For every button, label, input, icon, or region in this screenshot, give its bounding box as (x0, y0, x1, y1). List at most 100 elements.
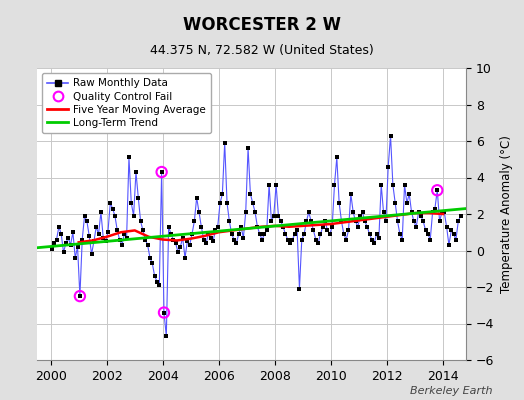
Point (349, 209, 357, 215)
Point (358, 209, 367, 215)
Point (97, 209, 105, 215)
Point (69, 229, 77, 236)
Point (373, 231, 381, 237)
Point (363, 224, 372, 230)
Point (242, 209, 250, 215)
Point (286, 240, 294, 246)
Point (263, 227, 271, 234)
Point (402, 200, 411, 206)
Point (153, 278, 161, 285)
Point (251, 209, 259, 215)
Point (232, 240, 241, 246)
Point (73, 244, 82, 250)
Point (410, 218, 418, 224)
Point (165, 224, 173, 230)
Point (106, 200, 114, 206)
Point (272, 182, 280, 188)
Point (302, 218, 311, 224)
Point (452, 236, 460, 243)
Point (174, 249, 182, 256)
Point (431, 205, 439, 212)
Point (139, 227, 147, 234)
Point (304, 209, 313, 215)
Point (221, 140, 229, 146)
Point (319, 224, 327, 230)
Point (330, 182, 339, 188)
Point (195, 209, 203, 215)
Point (80, 213, 89, 219)
Point (57, 231, 66, 237)
Point (160, 309, 168, 316)
Point (108, 205, 117, 212)
Point (50, 240, 58, 246)
Point (445, 242, 453, 248)
Point (52, 236, 61, 243)
Point (127, 200, 136, 206)
Point (450, 231, 458, 237)
Point (248, 200, 257, 206)
Point (206, 234, 215, 241)
Point (202, 240, 210, 246)
Point (421, 227, 430, 234)
Point (204, 231, 213, 237)
Point (394, 218, 402, 224)
Point (200, 236, 208, 243)
Point (407, 209, 416, 215)
Point (62, 240, 70, 246)
Point (309, 227, 318, 234)
Point (419, 218, 428, 224)
Point (386, 132, 395, 139)
Point (176, 244, 184, 250)
Point (244, 145, 252, 152)
Point (227, 231, 236, 237)
Point (225, 218, 234, 224)
Point (347, 191, 355, 197)
Point (438, 209, 446, 215)
Point (456, 213, 465, 219)
Point (230, 236, 238, 243)
Point (442, 224, 451, 230)
Point (354, 224, 362, 230)
Point (414, 209, 423, 215)
Point (190, 218, 199, 224)
Point (136, 218, 145, 224)
Point (293, 227, 301, 234)
Point (111, 213, 119, 219)
Point (381, 218, 390, 224)
Point (75, 293, 84, 299)
Point (169, 236, 178, 243)
Point (101, 238, 110, 244)
Point (335, 200, 343, 206)
Point (277, 218, 285, 224)
Point (291, 231, 299, 237)
Point (298, 236, 306, 243)
Point (417, 213, 425, 219)
Point (454, 218, 463, 224)
Text: WORCESTER 2 W: WORCESTER 2 W (183, 16, 341, 34)
Point (171, 240, 180, 246)
Point (384, 163, 392, 170)
Point (104, 229, 112, 236)
Point (333, 154, 341, 161)
Point (48, 246, 56, 252)
Point (267, 218, 276, 224)
Point (150, 273, 159, 279)
Point (78, 236, 86, 243)
Point (429, 209, 437, 215)
Point (123, 234, 131, 241)
Point (344, 227, 353, 234)
Point (239, 234, 247, 241)
Point (325, 231, 334, 237)
Point (94, 231, 103, 237)
Point (90, 238, 98, 244)
Point (181, 255, 189, 261)
Point (183, 238, 192, 244)
Point (246, 191, 255, 197)
Point (356, 213, 364, 219)
Point (120, 231, 128, 237)
Point (400, 182, 409, 188)
Point (188, 231, 196, 237)
Point (141, 236, 149, 243)
Point (368, 236, 376, 243)
Point (125, 154, 133, 161)
